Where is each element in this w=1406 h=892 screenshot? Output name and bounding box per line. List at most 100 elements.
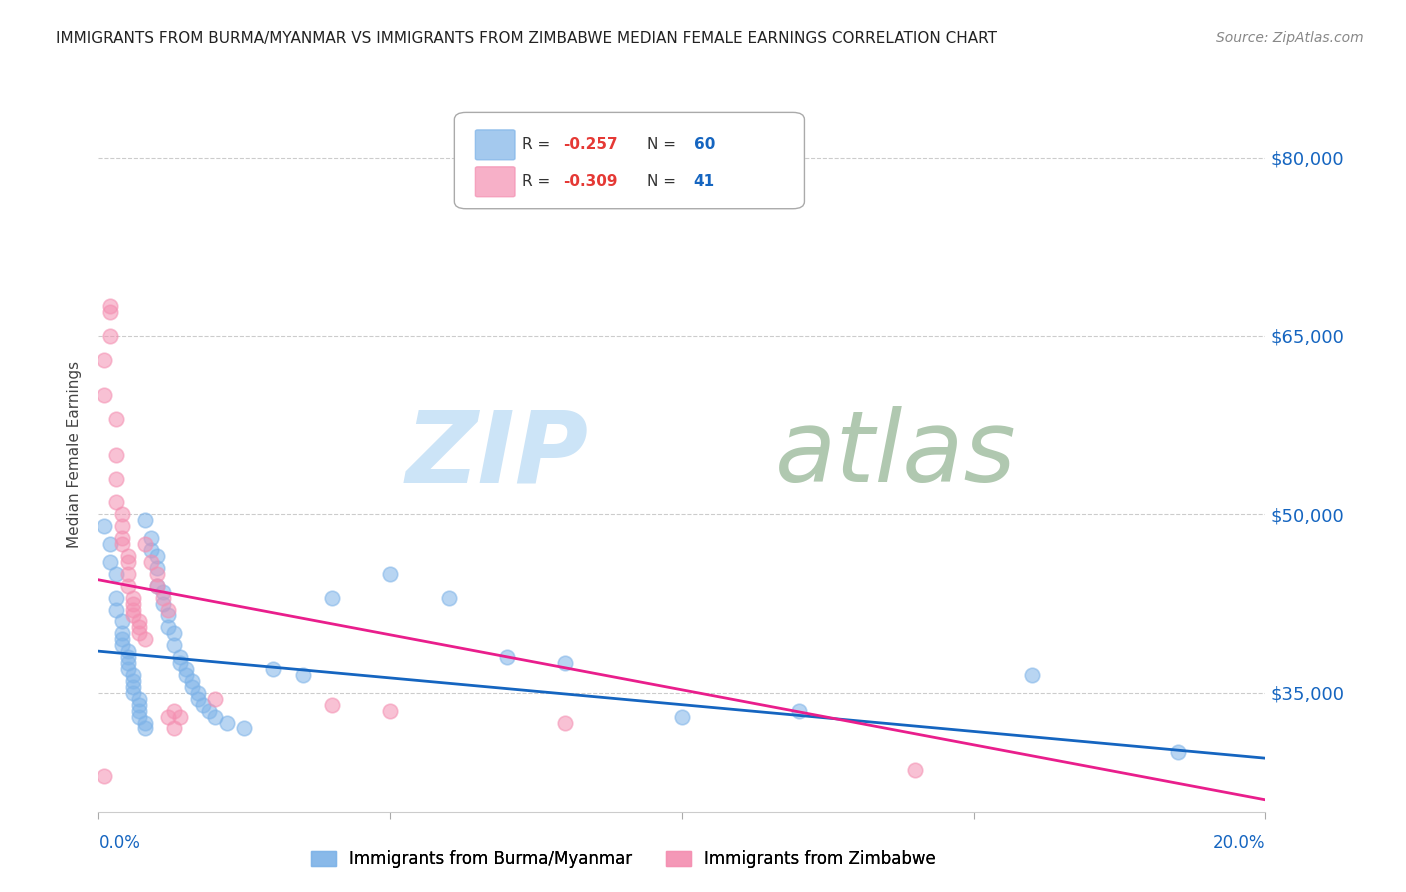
Point <box>204 691 226 706</box>
Point <box>139 531 162 545</box>
Point <box>787 704 810 718</box>
Point <box>111 519 134 533</box>
Text: IMMIGRANTS FROM BURMA/MYANMAR VS IMMIGRANTS FROM ZIMBABWE MEDIAN FEMALE EARNINGS: IMMIGRANTS FROM BURMA/MYANMAR VS IMMIGRA… <box>56 31 997 46</box>
Point <box>378 704 402 718</box>
Text: 41: 41 <box>693 174 714 188</box>
Point <box>111 626 134 640</box>
Point <box>104 591 127 605</box>
Point <box>198 704 221 718</box>
Point <box>134 715 156 730</box>
Point <box>98 299 121 313</box>
Point <box>128 626 150 640</box>
Point <box>174 668 197 682</box>
Point <box>122 597 145 611</box>
Text: 20.0%: 20.0% <box>1213 834 1265 852</box>
Point <box>128 691 150 706</box>
Point <box>122 602 145 616</box>
Point <box>163 704 186 718</box>
Point <box>98 537 121 551</box>
Point <box>128 615 150 629</box>
Text: 0.0%: 0.0% <box>98 834 141 852</box>
Point <box>117 662 139 676</box>
Point <box>291 668 314 682</box>
Point <box>104 472 127 486</box>
Point <box>98 305 121 319</box>
Point <box>117 555 139 569</box>
Point <box>554 656 576 670</box>
Point <box>146 566 169 581</box>
Point <box>134 722 156 736</box>
Point <box>122 686 145 700</box>
Point <box>146 549 169 563</box>
Text: R =: R = <box>522 136 555 152</box>
Point <box>152 597 174 611</box>
Point <box>321 698 343 712</box>
Point <box>152 584 174 599</box>
Point <box>122 608 145 623</box>
Point <box>117 566 139 581</box>
Point <box>146 579 169 593</box>
Point <box>93 769 115 783</box>
Point <box>122 680 145 694</box>
Point <box>1167 745 1189 759</box>
Point <box>134 537 156 551</box>
Point <box>180 680 202 694</box>
Point <box>93 388 115 402</box>
Point <box>157 709 180 723</box>
Text: N =: N = <box>647 174 681 188</box>
Point <box>128 698 150 712</box>
Point <box>111 632 134 647</box>
Point <box>98 329 121 343</box>
Point <box>1021 668 1043 682</box>
Point <box>262 662 284 676</box>
Point <box>104 566 127 581</box>
Point <box>117 579 139 593</box>
Point <box>437 591 460 605</box>
Point <box>169 656 191 670</box>
Point <box>495 650 517 665</box>
Point <box>111 615 134 629</box>
Point <box>139 543 162 558</box>
Point <box>139 555 162 569</box>
FancyBboxPatch shape <box>454 112 804 209</box>
Point <box>671 709 693 723</box>
Text: N =: N = <box>647 136 681 152</box>
Point <box>104 448 127 462</box>
Y-axis label: Median Female Earnings: Median Female Earnings <box>67 361 83 549</box>
Point <box>215 715 238 730</box>
Point <box>122 673 145 688</box>
Point <box>157 602 180 616</box>
Point <box>111 531 134 545</box>
Point <box>554 715 576 730</box>
Text: atlas: atlas <box>775 407 1017 503</box>
Text: -0.309: -0.309 <box>562 174 617 188</box>
Point <box>128 620 150 634</box>
Point <box>152 591 174 605</box>
Point <box>117 656 139 670</box>
Point <box>93 519 115 533</box>
Point <box>187 686 209 700</box>
Text: R =: R = <box>522 174 555 188</box>
Point <box>169 650 191 665</box>
Point <box>187 691 209 706</box>
Point <box>321 591 343 605</box>
Point <box>904 763 927 777</box>
Point <box>146 561 169 575</box>
Point <box>204 709 226 723</box>
Point <box>93 352 115 367</box>
Point <box>128 709 150 723</box>
Point <box>134 632 156 647</box>
Point <box>169 709 191 723</box>
Point <box>163 722 186 736</box>
Point <box>104 412 127 426</box>
Text: Source: ZipAtlas.com: Source: ZipAtlas.com <box>1216 31 1364 45</box>
Point <box>111 638 134 652</box>
Point <box>163 626 186 640</box>
Point <box>104 602 127 616</box>
Point <box>157 620 180 634</box>
Point <box>117 644 139 658</box>
Point <box>98 555 121 569</box>
Text: 60: 60 <box>693 136 716 152</box>
Text: ZIP: ZIP <box>405 407 589 503</box>
Point <box>134 513 156 527</box>
